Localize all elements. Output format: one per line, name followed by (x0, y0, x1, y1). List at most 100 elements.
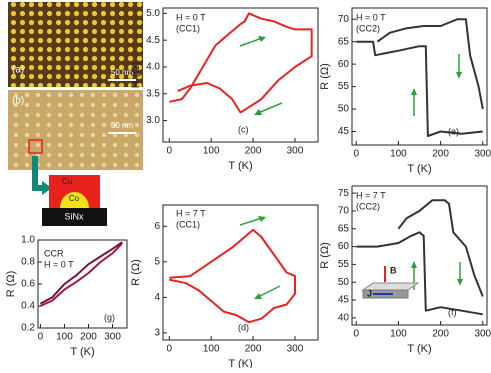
y-tick-label: 0.8 (21, 257, 35, 268)
y-tick-label: 70 (338, 206, 350, 217)
arrow (239, 217, 263, 226)
arrow-head (258, 36, 266, 42)
y-tick-label: 50 (338, 277, 350, 288)
x-tick-label: 100 (203, 146, 220, 157)
x-tick-label: 0 (353, 149, 359, 160)
data-line (39, 241, 123, 305)
data-line (376, 18, 484, 110)
data-line (169, 12, 313, 114)
arrow (413, 54, 460, 116)
x-axis-label: T (K) (407, 163, 431, 175)
y-axis-label: R (Ω) (319, 242, 331, 269)
arrow-head (42, 181, 52, 195)
y-tick-label: 50 (338, 104, 350, 115)
x-axis-label: T (K) (407, 343, 431, 355)
x-tick-label: 200 (432, 329, 449, 340)
arrow-head (411, 261, 463, 286)
y-tick-label: 1.0 (21, 235, 35, 246)
data-line (356, 231, 483, 316)
scale-text: 50 nm (111, 68, 134, 77)
scale-text: 50 nm (111, 121, 134, 130)
annotation: (CC1) (176, 219, 200, 229)
highlight-box (28, 139, 43, 154)
y-tick-label: 6 (154, 221, 160, 232)
y-tick-label: 40 (338, 313, 350, 324)
x-tick-label: 200 (80, 332, 97, 343)
annotation: (g) (104, 312, 115, 322)
arrow-head (411, 72, 462, 95)
annotation: (f) (448, 307, 457, 317)
annotation: H = 7 T (356, 190, 386, 200)
panel-label: (b) (12, 96, 24, 107)
x-tick-label: 200 (245, 146, 262, 157)
arrow (257, 285, 281, 298)
x-tick-label: 100 (390, 329, 407, 340)
y-tick-label: 65 (338, 36, 350, 47)
substrate (42, 208, 107, 226)
plot-frame (351, 7, 488, 146)
x-tick-label: 200 (432, 149, 449, 160)
substrate-label: SiNx (64, 211, 84, 221)
x-axis-label: T (K) (228, 160, 252, 172)
arrow (257, 102, 283, 114)
arrow-head (254, 293, 262, 299)
co-particle (60, 192, 89, 208)
x-tick-label: 0 (38, 332, 44, 343)
y-tick-label: 4.5 (146, 35, 160, 46)
y-tick-label: 60 (338, 241, 350, 252)
inset-label: B (390, 265, 397, 275)
x-tick-label: 0 (167, 344, 173, 355)
y-tick-label: 65 (338, 223, 350, 234)
x-tick-label: 300 (474, 329, 491, 340)
y-tick-label: 55 (338, 81, 350, 92)
x-axis-label: T (K) (228, 358, 252, 368)
y-tick-label: 4 (154, 292, 160, 303)
annotation: H = 0 T (44, 259, 74, 269)
x-axis-label: T (K) (70, 346, 94, 358)
annotation: (c) (238, 124, 249, 134)
inset-label: J (367, 288, 372, 298)
annotation: H = 0 T (176, 12, 206, 22)
x-tick-label: 300 (287, 344, 304, 355)
y-tick-label: 5 (154, 256, 160, 267)
x-tick-label: 300 (287, 146, 304, 157)
y-tick-label: 60 (338, 59, 350, 70)
plot-frame (162, 204, 319, 341)
x-tick-label: 100 (56, 332, 73, 343)
afm-image (8, 2, 143, 87)
y-tick-label: 55 (338, 259, 350, 270)
x-tick-label: 0 (353, 329, 359, 340)
y-axis-label: R (Ω) (130, 259, 142, 286)
annotation: (CC2) (356, 201, 380, 211)
data-line (39, 242, 123, 307)
y-axis-label: R (Ω) (319, 63, 331, 90)
panel-label: (a) (12, 65, 24, 76)
annotation: CCR (44, 248, 64, 258)
annotation: (e) (448, 126, 459, 136)
y-tick-label: 0.6 (21, 279, 35, 290)
y-tick-label: 3.0 (146, 115, 160, 126)
x-tick-label: 300 (474, 149, 491, 160)
arrow (32, 156, 44, 191)
annotation: H = 7 T (176, 208, 206, 218)
y-tick-label: 45 (338, 295, 350, 306)
x-tick-label: 300 (104, 332, 121, 343)
annotation: (CC1) (176, 23, 200, 33)
y-tick-label: 75 (338, 188, 350, 199)
y-tick-label: 70 (338, 14, 350, 25)
x-tick-label: 200 (245, 344, 262, 355)
x-tick-label: 100 (390, 149, 407, 160)
plot-frame (351, 185, 488, 326)
y-tick-label: 3 (154, 328, 160, 339)
arrow (239, 37, 263, 47)
arrow-head (254, 109, 262, 115)
afm-image (8, 90, 143, 170)
plot-frame (162, 7, 319, 143)
data-line (356, 40, 483, 137)
y-tick-label: 0.2 (21, 323, 35, 334)
data-line (169, 228, 296, 324)
annotation: H = 0 T (356, 12, 386, 22)
annotation: (d) (238, 322, 249, 332)
y-axis-label: R (Ω) (130, 62, 142, 89)
